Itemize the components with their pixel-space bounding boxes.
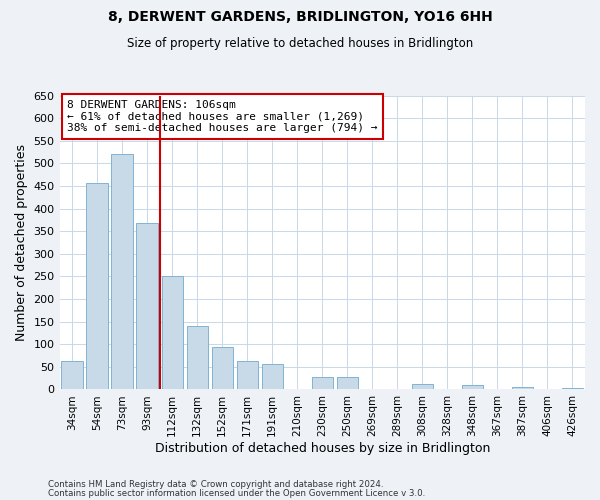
Text: Contains HM Land Registry data © Crown copyright and database right 2024.: Contains HM Land Registry data © Crown c… bbox=[48, 480, 383, 489]
Y-axis label: Number of detached properties: Number of detached properties bbox=[15, 144, 28, 341]
Bar bbox=[562, 388, 583, 390]
X-axis label: Distribution of detached houses by size in Bridlington: Distribution of detached houses by size … bbox=[155, 442, 490, 455]
Bar bbox=[86, 183, 108, 390]
Bar bbox=[61, 362, 83, 390]
Bar bbox=[337, 377, 358, 390]
Bar bbox=[187, 326, 208, 390]
Text: 8, DERWENT GARDENS, BRIDLINGTON, YO16 6HH: 8, DERWENT GARDENS, BRIDLINGTON, YO16 6H… bbox=[107, 10, 493, 24]
Bar bbox=[311, 377, 333, 390]
Bar bbox=[236, 362, 258, 390]
Bar bbox=[212, 348, 233, 390]
Bar bbox=[462, 385, 483, 390]
Bar bbox=[161, 276, 183, 390]
Bar bbox=[136, 222, 158, 390]
Bar bbox=[412, 384, 433, 390]
Text: Contains public sector information licensed under the Open Government Licence v : Contains public sector information licen… bbox=[48, 488, 425, 498]
Bar bbox=[112, 154, 133, 390]
Bar bbox=[262, 364, 283, 390]
Bar bbox=[512, 387, 533, 390]
Text: Size of property relative to detached houses in Bridlington: Size of property relative to detached ho… bbox=[127, 38, 473, 51]
Text: 8 DERWENT GARDENS: 106sqm
← 61% of detached houses are smaller (1,269)
38% of se: 8 DERWENT GARDENS: 106sqm ← 61% of detac… bbox=[67, 100, 378, 133]
